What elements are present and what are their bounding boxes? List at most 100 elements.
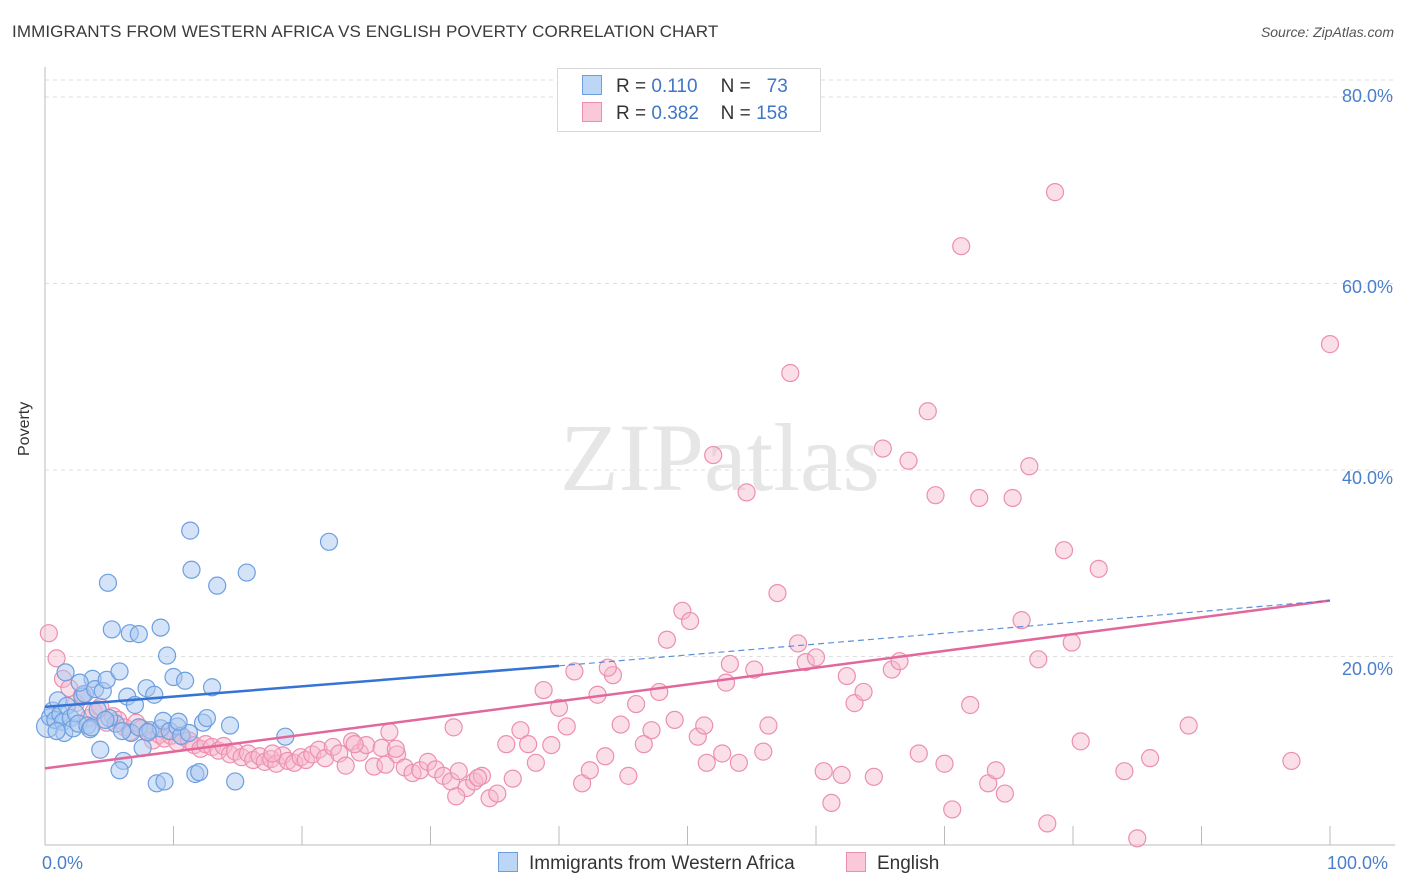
legend-label: Immigrants from Western Africa (529, 853, 795, 874)
n-label: N = (720, 103, 751, 124)
western-africa-point (96, 710, 115, 730)
blue-swatch (582, 75, 602, 95)
english-point (864, 767, 883, 786)
english-point (695, 716, 714, 735)
western-africa-trend-extension (558, 599, 1331, 667)
english-point (497, 735, 516, 754)
r-value: 0.382 (651, 103, 699, 124)
english-point (926, 486, 945, 505)
english-point (444, 718, 463, 737)
english-point (291, 748, 310, 767)
y-axis-label: Poverty (16, 401, 33, 456)
western-africa-point (190, 763, 209, 782)
english-point (657, 630, 677, 649)
english-point (345, 735, 364, 754)
r-value: 0.110 (651, 76, 698, 97)
western-africa-point (97, 670, 116, 689)
n-value: 158 (756, 103, 788, 124)
english-point (806, 648, 826, 667)
western-africa-points (35, 521, 339, 793)
western-africa-point (138, 722, 157, 742)
english-point (542, 735, 561, 755)
english-point (759, 716, 778, 735)
western-africa-point (175, 671, 195, 690)
english-point (822, 793, 841, 813)
english-point (534, 680, 553, 700)
english-point (788, 634, 808, 653)
english-point (447, 787, 466, 806)
english-point (1071, 732, 1090, 751)
watermark: ZIPatlas (560, 404, 880, 511)
english-point (832, 765, 851, 785)
english-point (220, 745, 240, 764)
english-point (961, 695, 980, 715)
english-point (619, 766, 638, 785)
english-point (729, 753, 749, 772)
english-point (986, 761, 1006, 780)
english-point (1020, 457, 1039, 476)
western-africa-point (98, 573, 118, 592)
english-point (565, 662, 584, 681)
western-africa-point (181, 521, 200, 540)
legend-item-english: English (846, 852, 939, 875)
english-point (781, 363, 800, 383)
english-point (1062, 633, 1081, 652)
english-point (814, 762, 833, 781)
western-africa-point (151, 618, 170, 637)
legend-item-western-africa: Immigrants from Western Africa (498, 852, 795, 875)
english-point (549, 698, 569, 717)
english-point (596, 747, 615, 766)
english-point (511, 721, 530, 740)
english-point (796, 652, 815, 672)
y-tick-label: 40.0% (1341, 468, 1393, 488)
english-point (364, 757, 384, 776)
r-label: R = (616, 103, 647, 124)
western-africa-point (110, 761, 129, 780)
english-point (837, 666, 856, 686)
legend-row-western-africa: R = 0.110 N = 73 (582, 75, 788, 99)
english-point (1089, 559, 1108, 578)
english-point (372, 738, 391, 757)
english-point (39, 624, 58, 643)
english-point (768, 583, 787, 603)
english-point (557, 717, 576, 736)
english-point (1054, 541, 1074, 560)
english-point (1003, 488, 1022, 508)
western-africa-point (112, 721, 132, 741)
english-point (899, 451, 918, 470)
english-point (1320, 335, 1340, 354)
english-point (1128, 829, 1147, 848)
western-africa-point (82, 718, 101, 737)
x-tick-label: 0.0% (42, 853, 84, 873)
western-africa-trend-line (44, 664, 560, 709)
english-point (519, 735, 538, 754)
english-point (263, 744, 282, 763)
english-point (1115, 762, 1134, 781)
english-point (323, 737, 342, 757)
western-africa-point (102, 620, 121, 639)
western-africa-point (129, 625, 148, 644)
english-point (1029, 650, 1048, 669)
western-africa-point (182, 560, 201, 579)
english-point (611, 715, 630, 734)
english-point (598, 658, 617, 677)
english-point (626, 694, 646, 714)
english-point (918, 402, 937, 421)
english-point (745, 660, 764, 679)
english-point (697, 753, 716, 772)
western-africa-point (169, 712, 188, 731)
english-point (720, 654, 740, 674)
source-label: Source: ZipAtlas.com (1260, 24, 1394, 40)
english-point (680, 611, 700, 631)
r-label: R = (616, 76, 647, 97)
western-africa-point (47, 721, 66, 741)
english-point (688, 727, 707, 746)
western-africa-point (197, 708, 217, 728)
western-africa-point (145, 685, 164, 704)
english-points (39, 183, 1340, 848)
legend-row-english: R = 0.382 N = 158 (582, 102, 788, 126)
y-tick-label: 80.0% (1341, 86, 1393, 106)
english-point (995, 784, 1014, 803)
western-africa-point (220, 716, 240, 735)
english-point (380, 722, 399, 742)
